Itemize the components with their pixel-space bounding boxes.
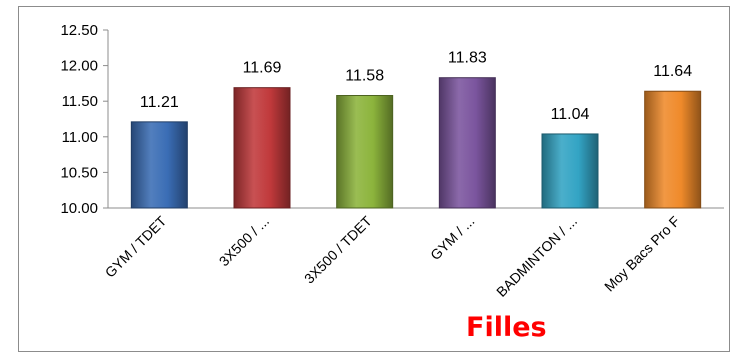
category-label: GYM / TDET [102, 212, 170, 280]
category-label: 3X500 / TDET [301, 212, 375, 286]
y-tick-label: 10.00 [60, 200, 98, 217]
bar [233, 87, 291, 209]
data-labels: 11.21 11.69 11.58 11.83 11.04 11.64 [140, 50, 692, 123]
category-label: 3X500 / ... [216, 213, 272, 269]
y-tick-label: 11.00 [62, 129, 98, 146]
data-label: 11.83 [448, 50, 487, 67]
data-label: 11.69 [243, 60, 282, 77]
data-label: 11.64 [653, 63, 692, 80]
y-ticks: 10.00 10.50 11.00 11.50 12.00 12.50 [60, 22, 108, 217]
bar [541, 133, 599, 209]
category-label: Moy Bacs Pro F [601, 213, 683, 295]
y-tick-label: 10.50 [60, 164, 98, 181]
chart-title: Filles [466, 312, 547, 343]
y-tick-label: 11.50 [62, 93, 98, 110]
data-label: 11.21 [140, 94, 179, 111]
bar [438, 77, 496, 209]
bar [130, 121, 188, 209]
category-label: BADMINTON / ... [493, 213, 580, 300]
data-label: 11.58 [345, 68, 384, 85]
category-label: GYM / ... [427, 213, 477, 263]
y-tick-label: 12.00 [60, 58, 98, 75]
category-labels: GYM / TDET 3X500 / ... 3X500 / TDET GYM / .… [102, 212, 683, 299]
data-label: 11.04 [551, 106, 590, 123]
bar [336, 95, 394, 209]
bar [644, 90, 702, 209]
y-tick-label: 12.50 [60, 22, 98, 39]
bars [130, 77, 702, 209]
